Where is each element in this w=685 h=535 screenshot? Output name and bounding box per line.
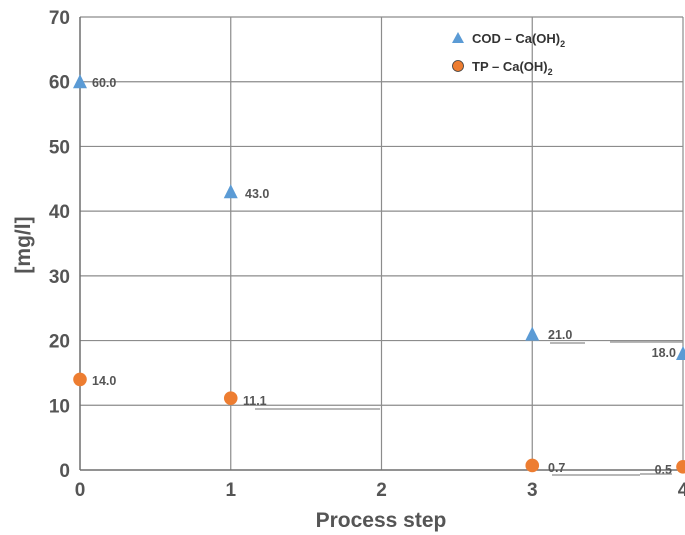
data-markers <box>73 74 685 474</box>
tp-point <box>676 459 685 474</box>
data-label: 0.7 <box>548 461 565 475</box>
y-tick-label: 0 <box>59 461 70 482</box>
data-label: 18.0 <box>652 346 676 360</box>
data-labels: 60.0 43.0 21.0 18.0 14.0 11.1 0.7 0.5 <box>92 76 683 477</box>
x-tick-label: 3 <box>527 480 538 501</box>
cod-point <box>223 184 238 199</box>
gridlines <box>80 16 684 470</box>
data-label: 11.1 <box>243 394 267 408</box>
legend-tp-marker <box>452 60 464 72</box>
tp-point <box>525 458 540 473</box>
y-tick-label: 10 <box>49 396 70 417</box>
cod-point <box>73 74 87 89</box>
y-axis-title: [mg/l] <box>12 216 35 273</box>
y-tick-label: 40 <box>49 202 70 223</box>
y-tick-label: 30 <box>49 267 70 288</box>
y-tick-label: 50 <box>49 137 70 158</box>
x-tick-label: 0 <box>75 480 86 501</box>
x-tick-label: 1 <box>225 480 236 501</box>
data-label: 60.0 <box>92 76 116 90</box>
data-label: 14.0 <box>92 374 116 388</box>
cod-point <box>676 346 685 361</box>
legend-cod-marker <box>452 32 464 43</box>
tick-labels: 0 10 20 30 40 50 60 70 0 1 2 3 4 <box>49 8 685 501</box>
data-label: 21.0 <box>548 328 572 342</box>
x-axis-title: Process step <box>316 509 447 532</box>
x-tick-label: 4 <box>678 480 685 501</box>
data-label: 43.0 <box>245 187 269 201</box>
data-label: 0.5 <box>655 463 672 477</box>
legend-label: COD – Ca(OH)2 <box>472 31 565 49</box>
tp-point <box>73 372 87 387</box>
tp-point <box>223 391 238 405</box>
y-tick-label: 60 <box>49 73 70 94</box>
legend: COD – Ca(OH)2 TP – Ca(OH)2 <box>452 31 565 77</box>
cod-point <box>525 326 540 341</box>
y-tick-label: 70 <box>49 8 70 29</box>
legend-label: TP – Ca(OH)2 <box>472 59 553 77</box>
x-tick-label: 2 <box>376 480 387 501</box>
axes <box>79 17 683 471</box>
y-tick-label: 20 <box>49 332 70 353</box>
